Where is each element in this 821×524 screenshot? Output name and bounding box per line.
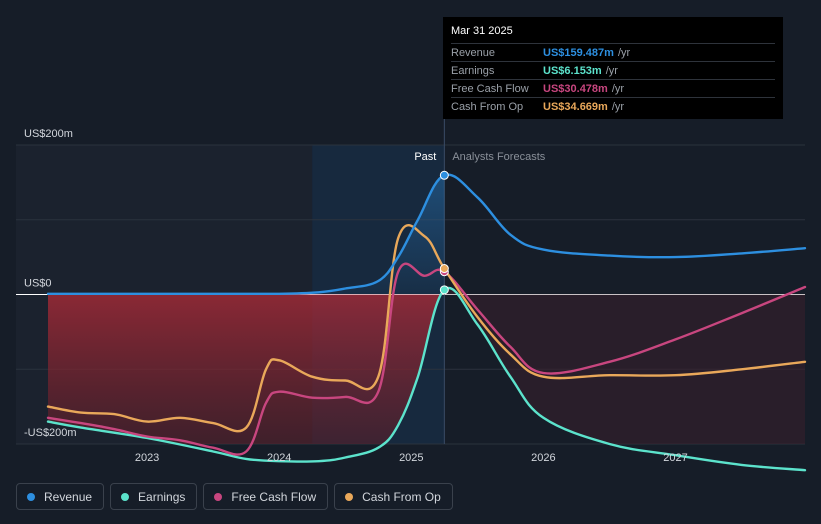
- x-tick-label: 2026: [531, 452, 555, 464]
- cash-from-op-line: [46, 223, 807, 433]
- tooltip-value: US$159.487m: [543, 46, 614, 59]
- legend-item-earnings[interactable]: Earnings: [110, 483, 198, 510]
- revenue-area-past: [48, 175, 445, 295]
- cash-from-op-marker: [439, 264, 449, 274]
- tooltip-date: Mar 31 2025: [451, 25, 775, 44]
- tooltip-value: US$30.478m: [543, 82, 608, 95]
- cash-from-op-dot-icon: [345, 492, 354, 501]
- legend-label: Cash From Op: [362, 489, 441, 504]
- tooltip-value: US$6.153m: [543, 64, 602, 77]
- tooltip-label: Cash From Op: [451, 100, 524, 113]
- tooltip-label: Revenue: [451, 46, 496, 59]
- earnings-line: [46, 286, 807, 472]
- forecast-label: Analysts Forecasts: [452, 151, 545, 163]
- tooltip-label: Earnings: [451, 64, 495, 77]
- legend: Revenue Earnings Free Cash Flow Cash Fro…: [16, 483, 453, 510]
- tooltip-unit: /yr: [611, 82, 625, 95]
- free-cash-flow-line: [46, 262, 807, 456]
- earnings-dot-icon: [121, 492, 130, 501]
- revenue-line: [46, 173, 807, 296]
- tooltip: Mar 31 2025 Revenue US$159.487m /yr Earn…: [443, 17, 783, 119]
- y-tick-label: -US$200m: [24, 427, 77, 439]
- tooltip-unit: /yr: [605, 64, 618, 77]
- revenue-marker: [439, 170, 449, 180]
- earnings-area-past: [48, 289, 445, 444]
- x-tick-label: 2023: [135, 452, 159, 464]
- tooltip-value: US$34.669m: [543, 100, 608, 113]
- earnings-marker: [439, 285, 449, 295]
- tooltip-row-free-cash-flow: Free Cash Flow US$30.478m /yr: [451, 80, 775, 98]
- x-tick-label: 2027: [663, 452, 687, 464]
- legend-item-free-cash-flow[interactable]: Free Cash Flow: [203, 483, 329, 510]
- legend-label: Revenue: [44, 489, 93, 504]
- x-tick-label: 2024: [267, 452, 291, 464]
- tooltip-unit: /yr: [617, 46, 631, 59]
- legend-label: Earnings: [138, 489, 186, 504]
- y-tick-label: US$0: [24, 278, 52, 290]
- tooltip-label: Free Cash Flow: [451, 82, 529, 95]
- y-tick-label: US$200m: [24, 128, 73, 140]
- tooltip-row-cash-from-op: Cash From Op US$34.669m /yr: [451, 98, 775, 115]
- tooltip-unit: /yr: [611, 100, 625, 113]
- legend-label: Free Cash Flow: [231, 489, 317, 504]
- revenue-dot-icon: [27, 492, 35, 501]
- legend-item-revenue[interactable]: Revenue: [16, 483, 105, 510]
- tooltip-row-revenue: Revenue US$159.487m /yr: [451, 44, 775, 62]
- earnings-area-forecast: [444, 288, 805, 444]
- free-cash-flow-dot-icon: [214, 492, 223, 501]
- x-tick-label: 2025: [399, 452, 423, 464]
- tooltip-row-earnings: Earnings US$6.153m /yr: [451, 62, 775, 80]
- legend-item-cash-from-op[interactable]: Cash From Op: [334, 483, 453, 510]
- past-label: Past: [414, 151, 436, 163]
